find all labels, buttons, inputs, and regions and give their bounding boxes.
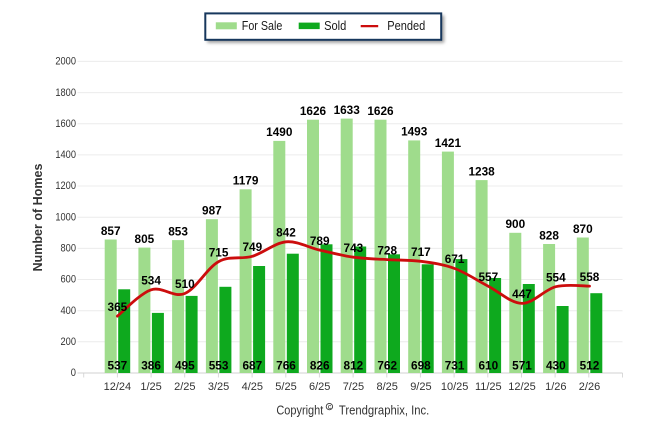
svg-text:870: 870 [573, 222, 593, 236]
svg-text:512: 512 [580, 358, 600, 372]
svg-text:698: 698 [411, 358, 431, 372]
svg-text:6/25: 6/25 [309, 381, 330, 393]
svg-text:c: c [328, 404, 332, 411]
svg-text:610: 610 [478, 358, 498, 372]
svg-text:1490: 1490 [266, 125, 293, 139]
svg-text:900: 900 [505, 217, 525, 231]
svg-text:826: 826 [310, 358, 330, 372]
svg-text:5/25: 5/25 [275, 381, 296, 393]
svg-text:717: 717 [411, 245, 431, 259]
svg-text:For Sale: For Sale [242, 18, 282, 33]
svg-text:11/25: 11/25 [475, 381, 502, 393]
svg-text:558: 558 [580, 270, 600, 284]
svg-text:1800: 1800 [55, 87, 76, 99]
svg-text:805: 805 [135, 232, 155, 246]
svg-text:731: 731 [445, 358, 465, 372]
svg-text:447: 447 [512, 287, 532, 301]
svg-text:12/24: 12/24 [104, 381, 132, 393]
svg-text:Number of Homes: Number of Homes [30, 164, 45, 272]
svg-text:828: 828 [539, 228, 559, 242]
svg-text:1200: 1200 [55, 180, 76, 192]
svg-text:4/25: 4/25 [242, 381, 263, 393]
svg-text:1626: 1626 [300, 104, 327, 118]
svg-text:1400: 1400 [55, 149, 76, 161]
svg-text:1179: 1179 [233, 174, 259, 188]
svg-text:789: 789 [310, 234, 330, 248]
svg-text:Copyright: Copyright [276, 403, 323, 417]
svg-text:553: 553 [209, 358, 229, 372]
svg-text:987: 987 [202, 204, 222, 218]
svg-text:1/25: 1/25 [140, 381, 161, 393]
svg-text:571: 571 [512, 358, 532, 372]
svg-text:800: 800 [61, 243, 77, 255]
svg-text:853: 853 [168, 224, 188, 238]
svg-text:1421: 1421 [435, 136, 462, 150]
svg-text:749: 749 [242, 240, 262, 254]
svg-text:537: 537 [108, 358, 128, 372]
svg-text:0: 0 [71, 367, 76, 379]
svg-text:2/25: 2/25 [174, 381, 195, 393]
svg-text:557: 557 [478, 270, 498, 284]
svg-text:386: 386 [141, 358, 161, 372]
svg-text:534: 534 [141, 274, 161, 288]
svg-text:430: 430 [546, 358, 566, 372]
svg-text:1633: 1633 [334, 103, 361, 117]
svg-text:600: 600 [61, 274, 77, 286]
svg-text:3/25: 3/25 [208, 381, 229, 393]
svg-text:Sold: Sold [324, 18, 346, 33]
svg-text:554: 554 [546, 270, 566, 284]
svg-text:8/25: 8/25 [376, 381, 397, 393]
svg-text:1000: 1000 [55, 211, 76, 223]
svg-text:7/25: 7/25 [343, 381, 364, 393]
svg-text:400: 400 [61, 305, 77, 317]
svg-text:857: 857 [101, 224, 121, 238]
svg-text:728: 728 [377, 243, 397, 257]
svg-text:762: 762 [377, 358, 397, 372]
svg-text:1626: 1626 [367, 104, 394, 118]
svg-text:Trendgraphix, Inc.: Trendgraphix, Inc. [339, 403, 429, 417]
svg-text:743: 743 [344, 241, 364, 255]
svg-text:510: 510 [175, 277, 195, 291]
svg-text:9/25: 9/25 [410, 381, 431, 393]
svg-text:812: 812 [344, 358, 364, 372]
svg-text:687: 687 [242, 358, 262, 372]
svg-text:1238: 1238 [468, 164, 495, 178]
svg-text:12/25: 12/25 [508, 381, 536, 393]
svg-text:200: 200 [61, 336, 77, 348]
svg-text:766: 766 [276, 358, 296, 372]
svg-text:715: 715 [209, 245, 229, 259]
svg-text:365: 365 [108, 300, 128, 314]
svg-text:671: 671 [445, 252, 465, 266]
svg-text:1/26: 1/26 [545, 381, 566, 393]
svg-text:495: 495 [175, 358, 195, 372]
svg-text:842: 842 [276, 226, 296, 240]
svg-text:1493: 1493 [401, 125, 428, 139]
svg-text:1600: 1600 [55, 118, 76, 130]
svg-text:Pended: Pended [387, 18, 425, 33]
svg-text:2000: 2000 [55, 56, 76, 68]
svg-text:10/25: 10/25 [441, 381, 469, 393]
svg-text:2/26: 2/26 [579, 381, 600, 393]
